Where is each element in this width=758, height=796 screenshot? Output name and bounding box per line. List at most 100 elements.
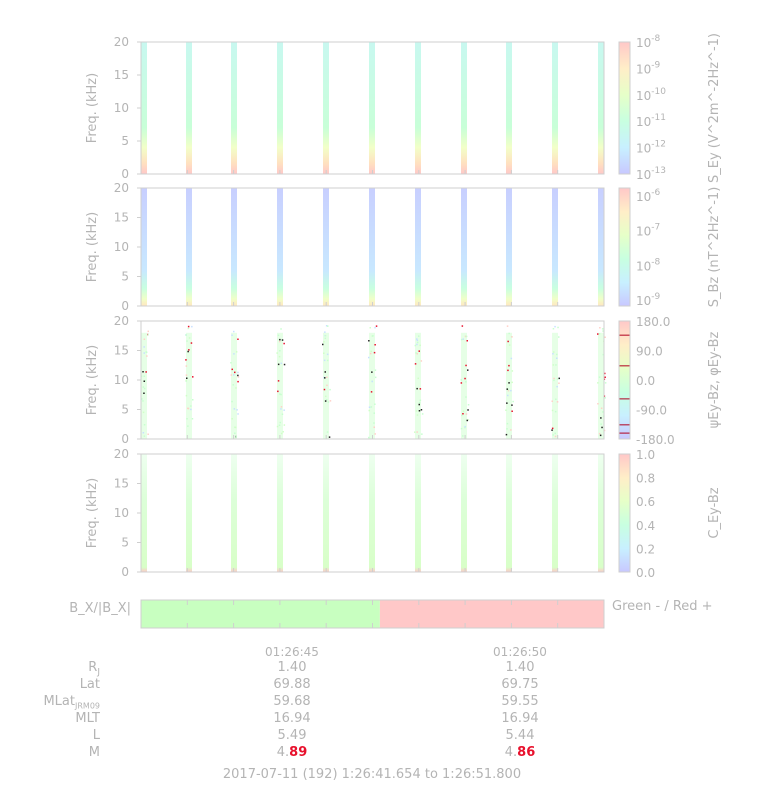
eph-m-prefix: 4.	[504, 745, 518, 760]
phase-point	[326, 376, 328, 378]
y-tick-label: 20	[114, 447, 129, 461]
phase-point	[230, 362, 232, 364]
colorbar-title: S_Ey (V^2m^-2Hz^-1)	[707, 33, 722, 183]
phase-point	[143, 392, 145, 394]
phase-point	[237, 374, 239, 377]
phase-point	[465, 381, 467, 383]
phase-point	[374, 376, 377, 379]
phase-point	[147, 330, 149, 333]
phase-point	[604, 372, 606, 375]
eph-label-m: M	[88, 745, 100, 760]
phase-point	[280, 406, 283, 408]
phase-point	[185, 365, 188, 367]
phase-point	[604, 382, 607, 384]
colorbar-tick-exponent: -9	[651, 60, 660, 70]
phase-point	[279, 421, 281, 424]
phase-point	[414, 431, 416, 433]
phase-point	[190, 342, 193, 344]
phase-point	[276, 352, 278, 354]
phase-point	[191, 325, 193, 328]
phase-point	[602, 353, 604, 356]
phase-point	[145, 351, 148, 353]
colorbar-tick-label: 0.6	[636, 495, 655, 509]
phase-point	[142, 386, 145, 388]
burst-column	[369, 332, 375, 439]
colorbar	[619, 42, 630, 174]
burst-column	[186, 454, 192, 572]
y-tick-label: 10	[114, 101, 129, 115]
colorbar-tick-label: 10-9	[636, 292, 661, 308]
phase-point	[373, 422, 375, 424]
y-tick-label: 15	[114, 477, 129, 491]
bx-sign-bar: B_X/|B_X| Green - / Red +	[69, 599, 713, 629]
phase-point	[192, 376, 194, 378]
phase-point	[280, 362, 282, 365]
phase-point	[416, 353, 418, 355]
burst-column	[323, 188, 329, 306]
phase-point	[369, 352, 372, 355]
phase-point	[506, 422, 509, 425]
burst-column	[506, 332, 512, 439]
phase-point	[231, 334, 233, 336]
phase-point	[237, 413, 239, 415]
burst-column	[415, 42, 421, 174]
y-axis-title: Freq. (kHz)	[85, 73, 100, 143]
bx-negative-segment	[141, 600, 380, 628]
phase-point	[465, 335, 468, 338]
burst-column	[552, 454, 558, 572]
eph-rj-value: 1.40	[505, 660, 535, 675]
phase-point	[460, 382, 463, 384]
burst-column	[415, 332, 421, 439]
phase-point	[235, 435, 237, 438]
burst-column	[552, 332, 558, 439]
colorbar-tick-label: 0.0	[636, 566, 655, 580]
phase-point	[372, 335, 374, 337]
phase-point	[557, 326, 559, 329]
phase-point	[237, 376, 240, 378]
phase-point	[418, 403, 420, 406]
phase-point	[277, 380, 280, 382]
phase-point	[555, 364, 557, 366]
phase-point	[467, 419, 470, 421]
phase-point	[187, 407, 190, 410]
y-axis-title: Freq. (kHz)	[85, 345, 100, 415]
phase-point	[556, 385, 558, 388]
eph-m-prefix: 4.	[276, 745, 290, 760]
eph-mlt-value: 16.94	[501, 711, 539, 726]
phase-point	[142, 411, 145, 414]
time-range-footer: 2017-07-11 (192) 1:26:41.654 to 1:26:51.…	[223, 767, 521, 782]
phase-point	[278, 424, 281, 426]
phase-point	[323, 341, 325, 343]
burst-column	[461, 188, 467, 306]
phase-point	[506, 402, 508, 404]
phase-point	[143, 338, 146, 340]
y-tick-label: 15	[114, 344, 129, 358]
phase-point	[508, 382, 510, 384]
colorbar-tick-exponent: -9	[651, 292, 660, 302]
colorbar-frame	[618, 453, 631, 573]
phase-point	[326, 384, 328, 387]
burst-column	[141, 454, 147, 572]
colorbar	[619, 454, 630, 572]
colorbar-frame	[618, 187, 631, 307]
phase-point	[324, 400, 327, 402]
burst-column	[186, 332, 192, 439]
phase-point	[283, 363, 286, 366]
y-axis-title: Freq. (kHz)	[85, 478, 100, 548]
phase-point	[600, 417, 602, 419]
phase-point	[602, 411, 604, 413]
eph-label-lat: Lat	[79, 677, 100, 692]
spectrogram-panel-1: 0 5 10 15 20 Freq. (kHz) 10-8 10-9 10-10 10-11 10-…	[85, 33, 722, 183]
phase-point	[374, 403, 376, 405]
phase-point	[551, 429, 553, 431]
eph-m-value: 4.89	[252, 745, 332, 760]
phase-point	[233, 408, 236, 410]
y-tick-label: 20	[114, 35, 129, 49]
phase-point	[281, 339, 284, 341]
burst-column	[277, 332, 283, 439]
phase-point	[420, 409, 423, 411]
phase-point	[278, 355, 281, 358]
phase-point	[329, 400, 332, 402]
phase-point	[236, 409, 238, 411]
phase-point	[280, 408, 282, 410]
